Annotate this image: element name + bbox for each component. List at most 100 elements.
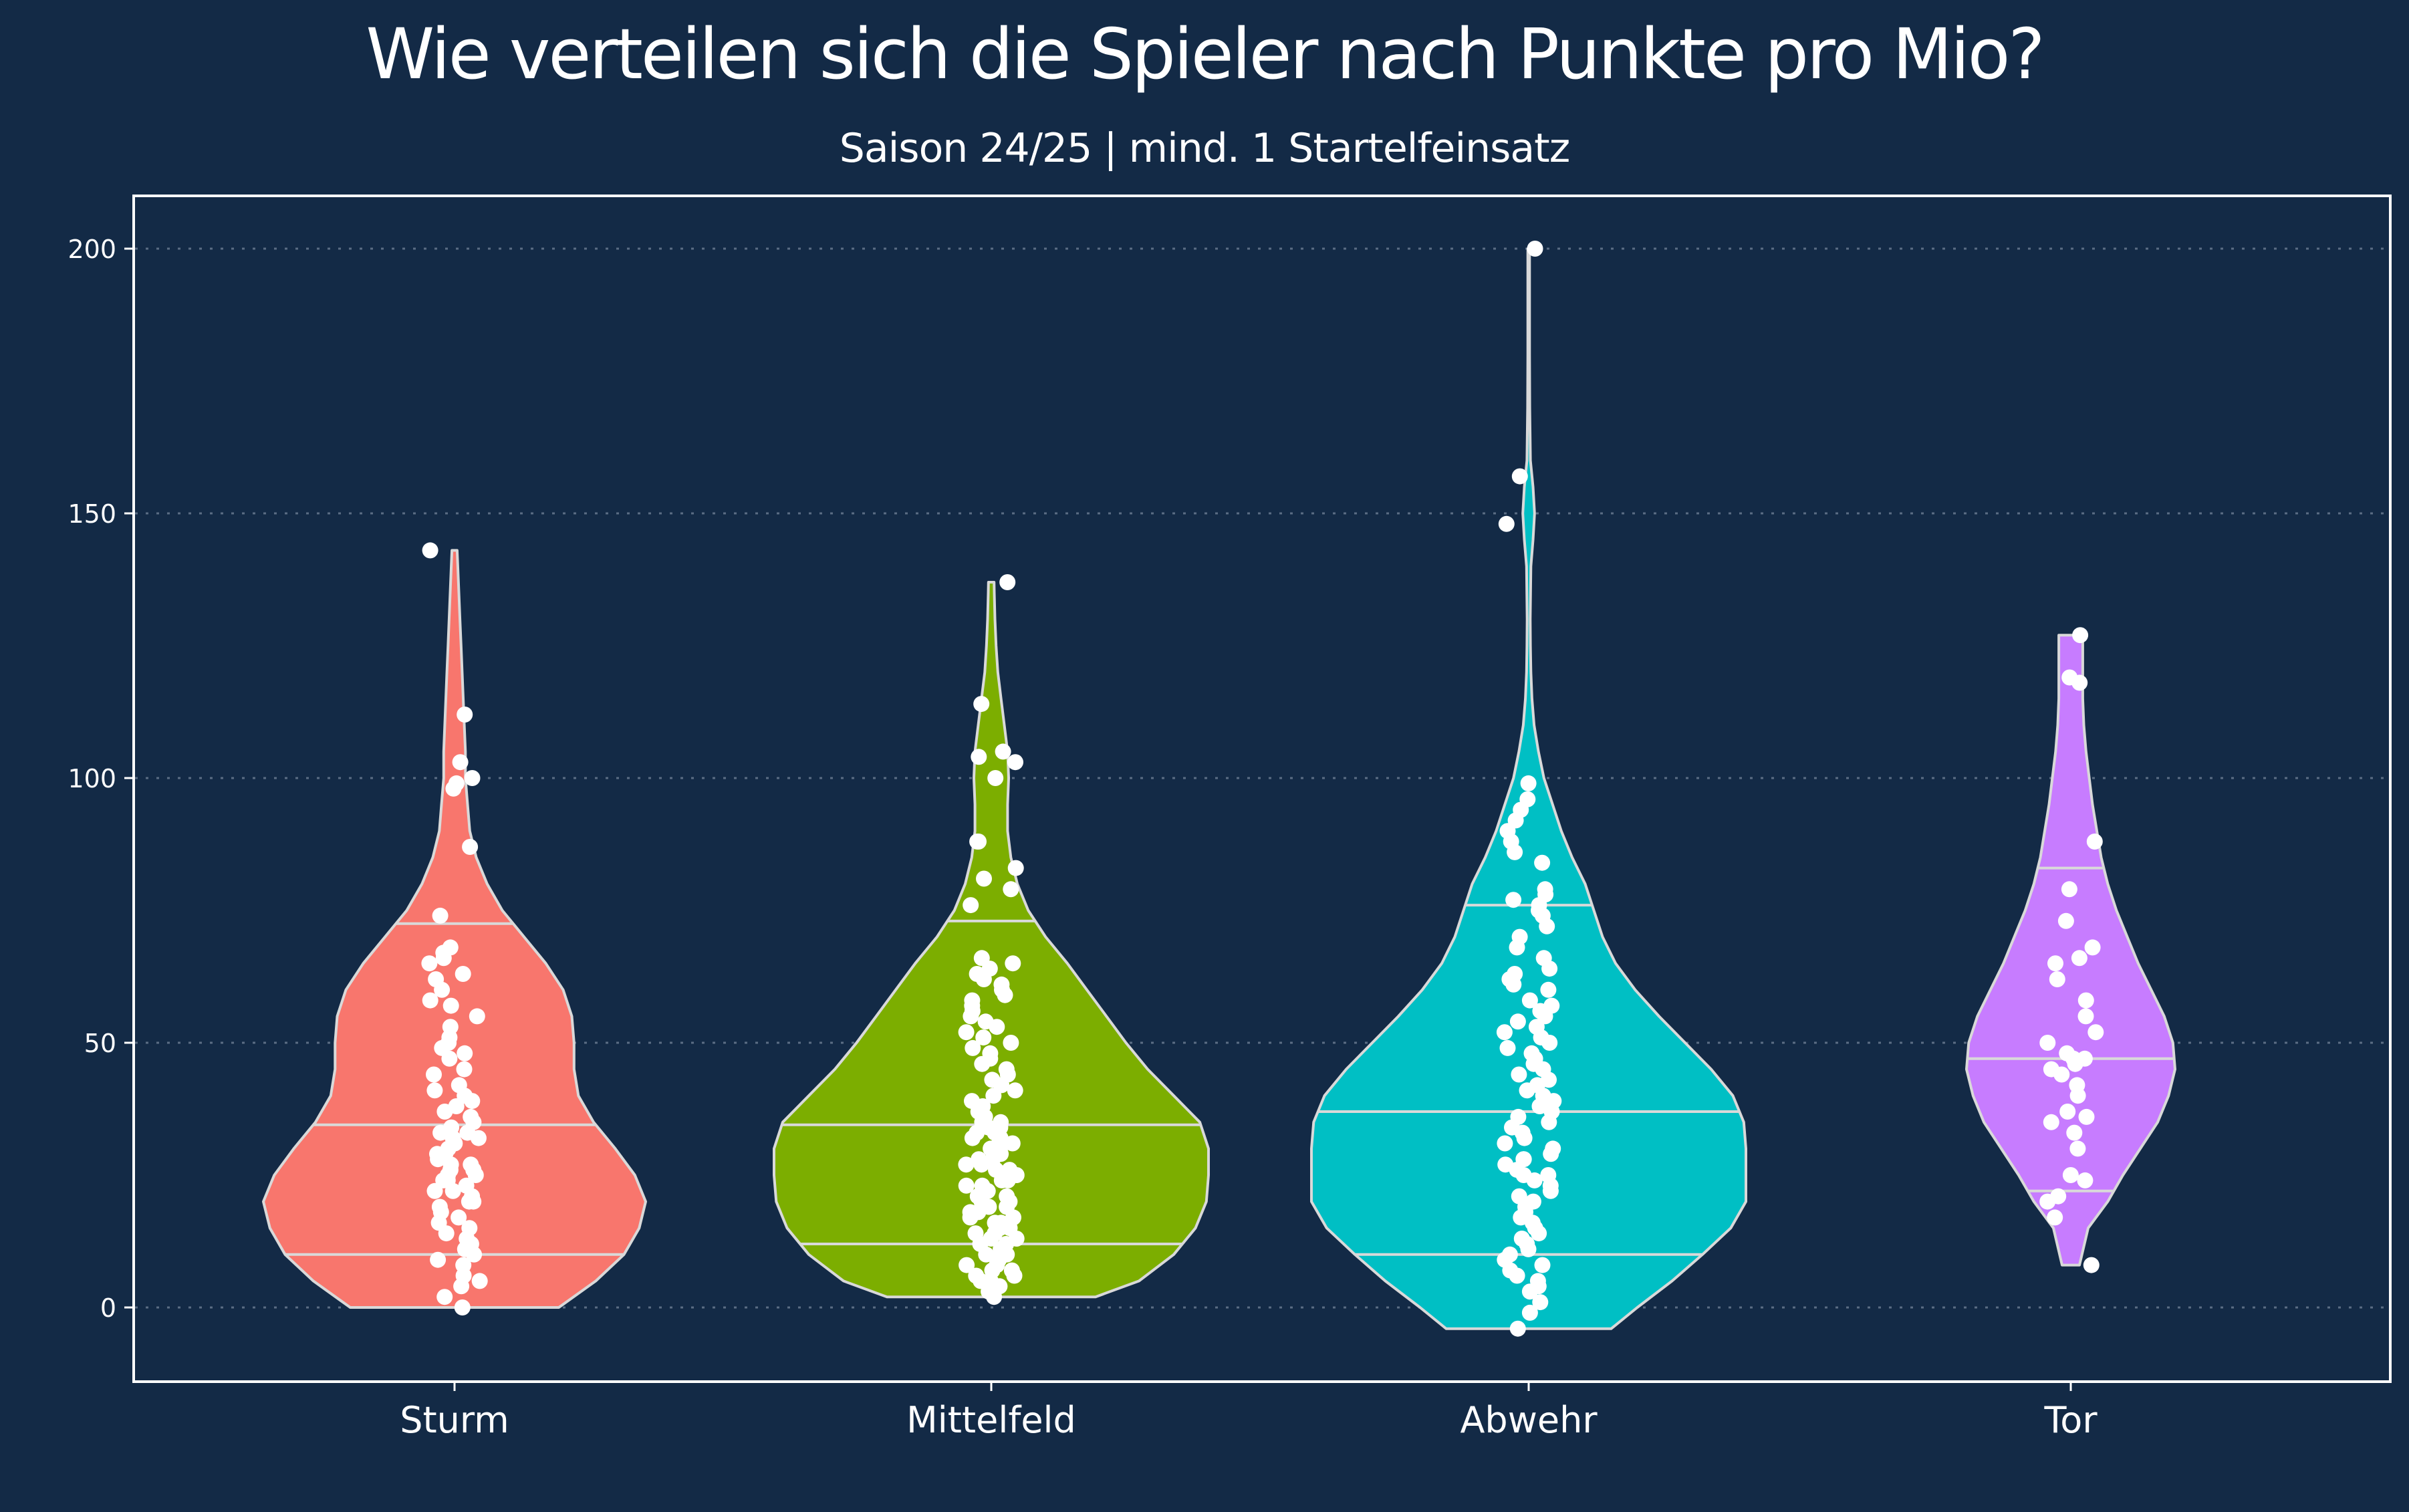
data-point-abwehr bbox=[1511, 1066, 1527, 1083]
data-point-tor bbox=[2086, 834, 2103, 850]
data-point-abwehr bbox=[1535, 950, 1552, 967]
data-point-abwehr bbox=[1507, 966, 1523, 982]
data-point-abwehr bbox=[1501, 1246, 1518, 1263]
data-point-mittelfeld bbox=[965, 1039, 981, 1056]
data-point-abwehr bbox=[1540, 1167, 1557, 1183]
data-point-mittelfeld bbox=[999, 1188, 1015, 1205]
data-point-mittelfeld bbox=[984, 1072, 1001, 1088]
data-point-mittelfeld bbox=[963, 897, 979, 914]
data-point-abwehr bbox=[1505, 892, 1522, 908]
data-point-tor bbox=[2069, 1077, 2085, 1094]
data-point-mittelfeld bbox=[973, 696, 990, 713]
data-point-abwehr bbox=[1519, 791, 1536, 807]
data-point-tor bbox=[2077, 1008, 2094, 1025]
data-point-sturm bbox=[469, 1008, 485, 1025]
data-point-sturm bbox=[432, 907, 449, 924]
data-point-tor bbox=[2039, 1035, 2056, 1051]
data-point-mittelfeld bbox=[993, 1215, 1009, 1231]
data-point-mittelfeld bbox=[995, 743, 1011, 760]
x-tick-label-sturm: Sturm bbox=[400, 1399, 509, 1441]
data-point-abwehr bbox=[1540, 981, 1557, 998]
data-point-abwehr bbox=[1515, 1151, 1532, 1168]
data-point-mittelfeld bbox=[993, 1114, 1009, 1130]
data-point-tor bbox=[2084, 939, 2101, 956]
data-point-sturm bbox=[452, 754, 469, 771]
data-point-sturm bbox=[430, 1251, 447, 1268]
data-point-tor bbox=[2072, 627, 2089, 644]
data-point-sturm bbox=[455, 966, 471, 982]
data-point-abwehr bbox=[1534, 854, 1551, 871]
data-point-abwehr bbox=[1498, 515, 1515, 532]
data-point-mittelfeld bbox=[959, 1257, 975, 1273]
data-point-sturm bbox=[426, 1066, 442, 1083]
data-point-abwehr bbox=[1511, 928, 1528, 945]
data-point-sturm bbox=[443, 1119, 460, 1136]
data-point-tor bbox=[2059, 1104, 2076, 1120]
panel-border bbox=[132, 195, 2392, 1383]
data-point-mittelfeld bbox=[1003, 1262, 1020, 1279]
data-point-abwehr bbox=[1525, 1193, 1541, 1210]
data-point-sturm bbox=[442, 939, 459, 956]
y-tick-label-100: 100 bbox=[68, 764, 116, 793]
data-point-abwehr bbox=[1511, 1188, 1527, 1205]
data-point-sturm bbox=[436, 1289, 453, 1305]
data-point-abwehr bbox=[1521, 1304, 1538, 1321]
data-point-sturm bbox=[457, 1045, 473, 1061]
x-tick-label-abwehr: Abwehr bbox=[1460, 1399, 1598, 1441]
data-point-mittelfeld bbox=[975, 1029, 992, 1046]
data-point-mittelfeld bbox=[976, 870, 992, 887]
y-tick-label-0: 0 bbox=[100, 1293, 116, 1323]
data-point-mittelfeld bbox=[1004, 1135, 1021, 1152]
y-tick-label-50: 50 bbox=[84, 1029, 116, 1058]
data-point-abwehr bbox=[1543, 997, 1560, 1014]
x-tick-label-mittelfeld: Mittelfeld bbox=[906, 1399, 1076, 1441]
data-point-sturm bbox=[451, 1077, 467, 1094]
data-point-mittelfeld bbox=[1001, 1162, 1018, 1178]
data-point-sturm bbox=[448, 775, 465, 791]
data-point-abwehr bbox=[1529, 1273, 1546, 1289]
data-point-mittelfeld bbox=[964, 1093, 980, 1110]
data-point-tor bbox=[2077, 1172, 2094, 1188]
data-point-abwehr bbox=[1496, 1024, 1513, 1041]
data-point-sturm bbox=[442, 997, 459, 1014]
data-point-mittelfeld bbox=[968, 1267, 985, 1284]
data-point-mittelfeld bbox=[971, 834, 987, 850]
data-point-mittelfeld bbox=[998, 1061, 1015, 1078]
data-point-sturm bbox=[471, 1273, 488, 1289]
data-point-tor bbox=[2047, 955, 2063, 972]
data-point-mittelfeld bbox=[993, 976, 1010, 993]
data-point-abwehr bbox=[1523, 1045, 1540, 1061]
data-point-tor bbox=[2049, 971, 2065, 987]
data-point-tor bbox=[2047, 1209, 2063, 1226]
data-point-mittelfeld bbox=[1005, 955, 1021, 972]
data-point-abwehr bbox=[1509, 1013, 1526, 1030]
data-point-abwehr bbox=[1513, 1231, 1530, 1247]
data-point-abwehr bbox=[1499, 1039, 1516, 1056]
data-point-tor bbox=[2043, 1114, 2059, 1130]
data-point-sturm bbox=[464, 770, 481, 786]
data-point-sturm bbox=[463, 1108, 479, 1125]
data-point-tor bbox=[2087, 1024, 2104, 1041]
data-point-mittelfeld bbox=[1007, 860, 1024, 876]
data-point-abwehr bbox=[1532, 1294, 1549, 1311]
data-point-sturm bbox=[461, 1220, 478, 1237]
violin-tor bbox=[1965, 634, 2176, 1267]
data-point-tor bbox=[2076, 1050, 2093, 1067]
data-point-abwehr bbox=[1497, 1156, 1514, 1173]
data-point-tor bbox=[2057, 912, 2074, 929]
data-point-mittelfeld bbox=[969, 966, 985, 982]
data-point-sturm bbox=[428, 971, 445, 987]
data-point-sturm bbox=[462, 839, 479, 855]
data-point-sturm bbox=[442, 1019, 459, 1035]
data-point-abwehr bbox=[1534, 1257, 1551, 1273]
data-point-mittelfeld bbox=[971, 1151, 987, 1168]
data-point-abwehr bbox=[1520, 775, 1537, 791]
data-point-abwehr bbox=[1537, 881, 1553, 898]
data-point-tor bbox=[2069, 1140, 2086, 1157]
data-point-mittelfeld bbox=[958, 1024, 975, 1041]
x-tick-label-tor: Tor bbox=[2043, 1399, 2098, 1441]
data-point-abwehr bbox=[1497, 1135, 1513, 1152]
data-point-sturm bbox=[455, 1257, 472, 1273]
